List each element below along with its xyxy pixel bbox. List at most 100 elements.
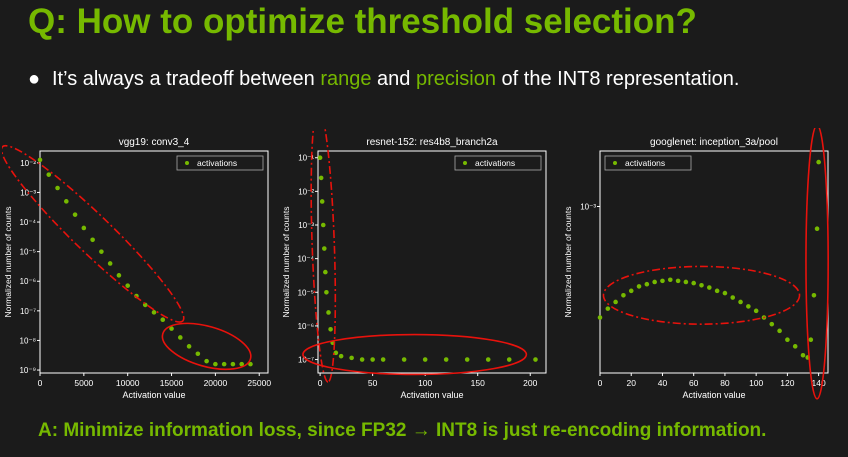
legend-marker bbox=[463, 161, 467, 165]
data-point bbox=[323, 269, 328, 275]
x-tick-label: 80 bbox=[720, 378, 730, 388]
term-precision: precision bbox=[415, 68, 496, 90]
x-tick-label: 50 bbox=[368, 378, 378, 388]
legend-box bbox=[176, 155, 264, 171]
data-point bbox=[160, 317, 166, 323]
data-point bbox=[464, 357, 470, 362]
x-tick-label: 20 bbox=[626, 378, 636, 388]
tail-ellipse bbox=[302, 333, 528, 376]
y-tick-label: 10⁻⁴ bbox=[19, 218, 36, 227]
data-point bbox=[722, 290, 728, 296]
data-point bbox=[64, 199, 69, 204]
chart-resnet152: resnet-152: res4b8_branch2a 0 50 100 150 200 1… bbox=[281, 128, 547, 400]
data-point bbox=[99, 249, 104, 254]
chart-googlenet: googlenet: inception_3a/pool 0 20 40 60 80 100… bbox=[563, 128, 829, 400]
data-point bbox=[107, 261, 113, 266]
data-point bbox=[370, 357, 375, 362]
data-point bbox=[81, 225, 87, 231]
data-point bbox=[660, 278, 665, 284]
data-point bbox=[691, 280, 696, 286]
x-tick-label: 0 bbox=[598, 378, 603, 388]
data-point bbox=[230, 361, 236, 367]
data-point bbox=[317, 155, 323, 161]
data-point bbox=[808, 337, 814, 342]
data-point bbox=[644, 281, 650, 287]
x-tick-label: 10000 bbox=[116, 378, 140, 388]
data-point bbox=[333, 350, 339, 356]
data-point bbox=[636, 284, 642, 289]
y-axis-label: Normalized number of counts bbox=[563, 206, 573, 317]
data-point bbox=[359, 357, 365, 362]
data-point bbox=[186, 344, 192, 349]
data-point bbox=[326, 310, 331, 315]
answer-text: A: Minimize information loss, since FP32… bbox=[38, 420, 767, 441]
data-point bbox=[37, 157, 43, 163]
data-point bbox=[422, 357, 428, 362]
data-point bbox=[151, 310, 157, 315]
data-point bbox=[401, 357, 407, 362]
legend-label: activations bbox=[475, 158, 515, 168]
y-tick-label: 10⁻⁸ bbox=[20, 336, 37, 345]
data-point bbox=[318, 175, 324, 181]
data-point bbox=[699, 283, 704, 288]
data-point bbox=[248, 361, 253, 367]
data-point bbox=[613, 299, 618, 305]
dense-region-ellipse bbox=[2, 144, 185, 323]
y-tick-label: 10⁻⁵ bbox=[298, 288, 314, 297]
data-point bbox=[675, 278, 681, 284]
data-point bbox=[683, 279, 689, 285]
y-tick-label: 10⁻¹ bbox=[298, 154, 314, 163]
chart-vgg19: vgg19: conv3_4 0 5000 10000 15000 20000 25000 1… bbox=[2, 137, 271, 400]
y-tick-label: 10⁻⁷ bbox=[20, 307, 36, 316]
data-point bbox=[816, 159, 821, 165]
data-point bbox=[195, 351, 201, 357]
y-tick-label: 10⁻⁶ bbox=[298, 322, 314, 331]
data-point bbox=[667, 277, 673, 283]
data-point bbox=[90, 237, 95, 243]
data-point bbox=[652, 279, 657, 285]
x-tick-label: 120 bbox=[780, 378, 794, 388]
data-point bbox=[338, 353, 344, 359]
data-point bbox=[792, 344, 798, 349]
data-point bbox=[785, 337, 790, 342]
data-point bbox=[116, 273, 122, 278]
data-point bbox=[533, 357, 538, 362]
y-tick-label: 10⁻⁴ bbox=[297, 255, 314, 264]
bullet-prefix: It’s always a tradeoff between bbox=[52, 68, 321, 90]
data-point bbox=[320, 222, 326, 228]
x-tick-label: 5000 bbox=[74, 378, 93, 388]
y-tick-label: 10⁻⁵ bbox=[20, 248, 36, 257]
data-point bbox=[769, 321, 775, 327]
x-tick-label: 15000 bbox=[160, 378, 184, 388]
x-tick-label: 40 bbox=[658, 378, 668, 388]
x-tick-label: 140 bbox=[812, 378, 826, 388]
bullet-suffix: of the INT8 representation. bbox=[496, 68, 740, 90]
x-tick-label: 150 bbox=[471, 378, 485, 388]
slide-title: Q: How to optimize threshold selection? bbox=[28, 2, 697, 41]
dense-region-ellipse bbox=[602, 265, 801, 325]
x-tick-label: 60 bbox=[689, 378, 699, 388]
data-point bbox=[753, 308, 759, 314]
data-point bbox=[319, 199, 325, 204]
x-tick-label: 20000 bbox=[204, 378, 228, 388]
data-point bbox=[738, 299, 743, 305]
x-axis-label: Activation value bbox=[682, 390, 745, 400]
data-point bbox=[605, 306, 611, 311]
data-point bbox=[349, 355, 354, 361]
data-point bbox=[322, 246, 327, 251]
y-tick-label: 10⁻⁹ bbox=[19, 366, 36, 375]
data-point bbox=[800, 352, 806, 358]
legend-box bbox=[604, 155, 692, 171]
bullet-point: ● It’s always a tradeoff between range an… bbox=[28, 68, 739, 91]
legend-marker bbox=[185, 161, 189, 165]
legend-marker bbox=[613, 161, 617, 165]
x-axis-label: Activation value bbox=[400, 390, 463, 400]
data-point bbox=[380, 357, 386, 362]
data-point bbox=[506, 357, 512, 362]
data-point bbox=[239, 361, 244, 367]
data-point bbox=[777, 328, 782, 334]
data-point bbox=[628, 288, 634, 294]
data-point bbox=[730, 295, 736, 300]
legend-label: activations bbox=[625, 158, 665, 168]
chart-title: resnet-152: res4b8_branch2a bbox=[366, 137, 498, 148]
